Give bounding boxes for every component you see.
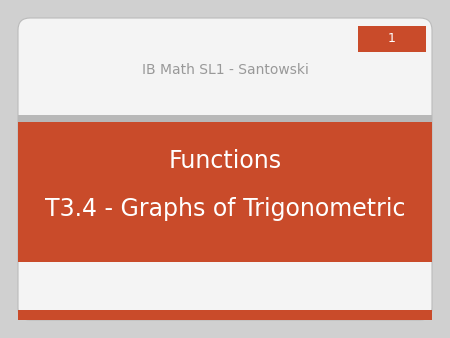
Text: T3.4 - Graphs of Trigonometric: T3.4 - Graphs of Trigonometric: [45, 197, 405, 221]
Bar: [18, 311, 432, 320]
Text: IB Math SL1 - Santowski: IB Math SL1 - Santowski: [142, 63, 308, 77]
Bar: [358, 26, 426, 52]
Bar: [18, 122, 432, 262]
Text: 1: 1: [388, 32, 396, 46]
Text: Functions: Functions: [168, 149, 282, 173]
FancyBboxPatch shape: [18, 18, 432, 320]
Bar: [18, 115, 432, 122]
Bar: [18, 310, 432, 317]
